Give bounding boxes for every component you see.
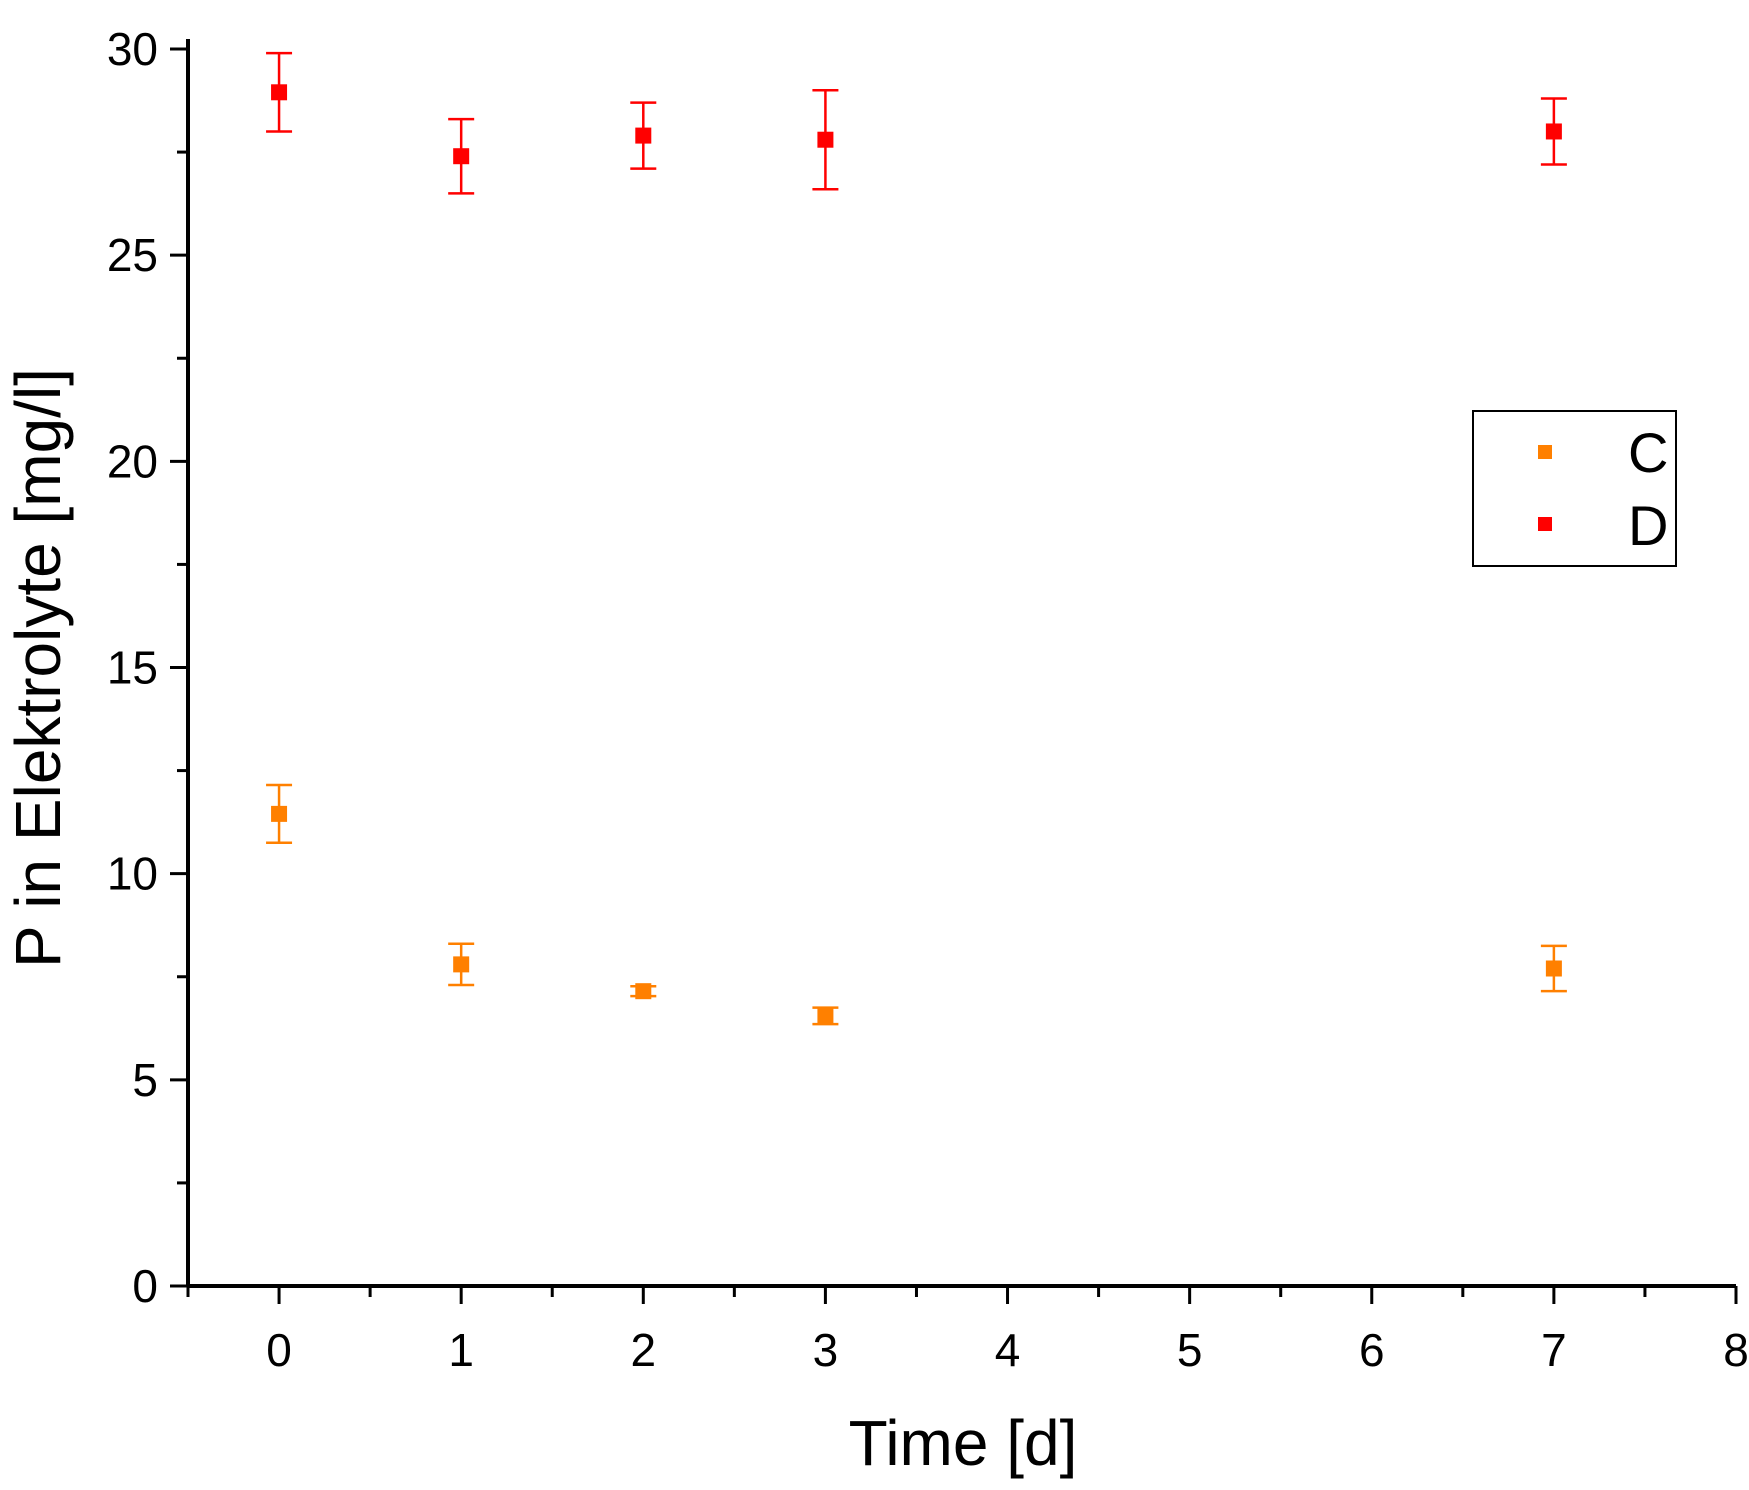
data-point	[817, 1007, 834, 1024]
x-tick-label: 3	[813, 1324, 839, 1376]
x-tick-label: 8	[1723, 1324, 1749, 1376]
x-tick-label: 0	[266, 1324, 292, 1376]
data-point	[271, 805, 288, 822]
data-point	[635, 127, 652, 144]
data-point	[817, 131, 834, 148]
data-point	[1545, 960, 1562, 977]
y-axis-title: P in Elektrolyte [mg/l]	[2, 368, 74, 968]
series-d	[266, 51, 1567, 195]
legend-box	[1472, 410, 1677, 567]
legend-label-d: D	[1628, 494, 1668, 557]
x-axis-title: Time [d]	[849, 1407, 1078, 1479]
y-tick-label: 30	[107, 23, 158, 75]
axes	[186, 39, 1736, 1288]
x-tick-label: 4	[995, 1324, 1021, 1376]
legend: C D	[1472, 410, 1677, 567]
x-tick-label: 6	[1359, 1324, 1385, 1376]
legend-marker-c	[1538, 445, 1552, 459]
x-tick-label: 5	[1177, 1324, 1203, 1376]
legend-label-c: C	[1628, 421, 1668, 484]
y-tick-label: 20	[107, 435, 158, 487]
legend-marker-d	[1538, 517, 1552, 531]
x-tick-label: 1	[448, 1324, 474, 1376]
y-tick-label: 15	[107, 642, 158, 694]
y-tick-label: 5	[132, 1054, 158, 1106]
data-point	[453, 956, 470, 973]
plot-area	[266, 51, 1567, 1026]
y-axis-ticks: 0 5 10 15 20 25 30	[107, 23, 188, 1312]
data-point	[1545, 123, 1562, 140]
data-point	[271, 84, 288, 101]
y-tick-label: 0	[132, 1260, 158, 1312]
y-tick-label: 25	[107, 229, 158, 281]
x-axis-ticks: 0 1 2 3 4 5 6 7 8	[186, 1286, 1749, 1376]
series-c	[266, 783, 1567, 1026]
y-tick-label: 10	[107, 848, 158, 900]
x-tick-label: 2	[630, 1324, 656, 1376]
data-point	[635, 983, 652, 1000]
x-tick-label: 7	[1541, 1324, 1567, 1376]
data-point	[453, 148, 470, 165]
